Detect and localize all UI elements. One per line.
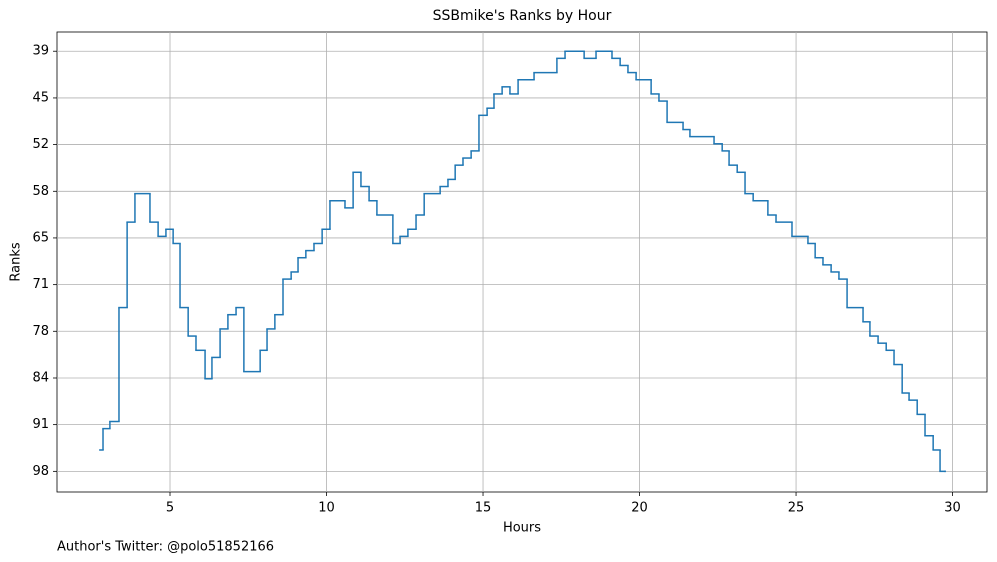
footer: Author's Twitter: @polo51852166 [57, 540, 274, 555]
y-tick-label: 52 [32, 137, 49, 152]
x-tick-label: 10 [318, 501, 335, 516]
y-axis-label: Ranks [9, 242, 24, 281]
y-tick-label: 45 [32, 90, 49, 105]
x-axis-label: Hours [503, 521, 541, 536]
x-tick-label: 25 [788, 501, 805, 516]
y-tick-label: 39 [32, 44, 49, 59]
plot-frame [56, 31, 988, 493]
y-tick-label: 71 [32, 277, 49, 292]
y-tick-label: 98 [32, 464, 49, 479]
y-tick-label: 58 [32, 184, 49, 199]
y-tick-label: 91 [32, 417, 49, 432]
x-tick-label: 5 [166, 501, 174, 516]
x-tick-label: 20 [631, 501, 648, 516]
y-tick-label: 84 [32, 370, 49, 385]
chart-title: SSBmike's Ranks by Hour [433, 8, 612, 24]
x-tick-label: 15 [475, 501, 492, 516]
y-tick-label: 78 [32, 324, 49, 339]
x-tick-label: 30 [944, 501, 961, 516]
y-tick-label: 65 [32, 230, 49, 245]
